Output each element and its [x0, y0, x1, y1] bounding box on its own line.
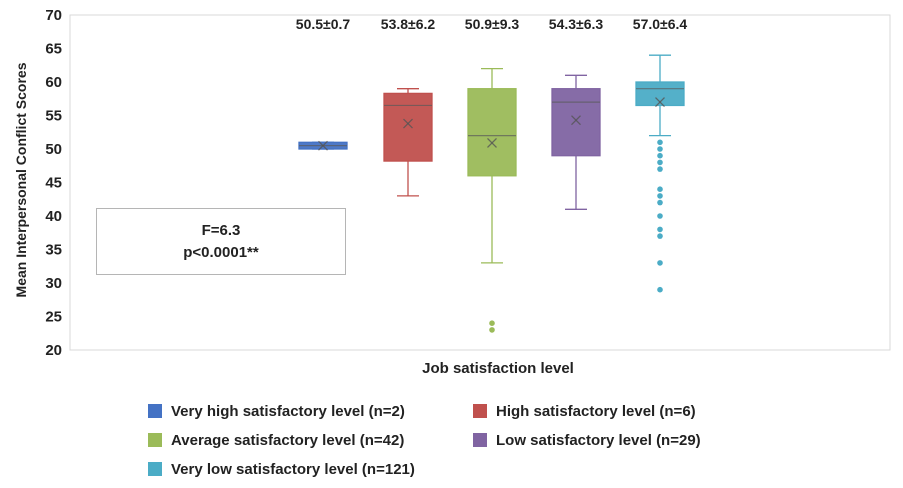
outlier-point	[657, 139, 663, 146]
outlier-point	[657, 186, 663, 192]
x-axis-label: Job satisfaction level	[422, 360, 574, 377]
mean-marker	[403, 118, 413, 129]
plot-area	[69, 14, 891, 351]
y-tick-label: 40	[45, 208, 62, 225]
legend-item: High satisfactory level (n=6)	[473, 402, 773, 420]
outlier-point	[657, 260, 663, 266]
legend-item: Low satisfactory level (n=29)	[473, 431, 773, 449]
legend-item: Very low satisfactory level (n=121)	[148, 460, 473, 478]
y-tick-label: 60	[45, 74, 62, 91]
outlier-point	[657, 146, 663, 152]
outlier-point	[657, 193, 663, 199]
legend-swatch	[148, 404, 162, 418]
y-axis-label: Mean Interpersonal Conflict Scores	[13, 62, 29, 297]
outlier-point	[489, 327, 495, 333]
legend: Very high satisfactory level (n=2) High s…	[148, 402, 788, 478]
outlier-point	[657, 286, 663, 293]
mean-marker	[655, 97, 665, 108]
legend-label: Very high satisfactory level (n=2)	[171, 402, 405, 420]
y-tick-label: 25	[45, 309, 62, 326]
mean-marker	[487, 138, 497, 148]
y-tick-label: 30	[45, 275, 62, 292]
stat-label: 53.8±6.2	[381, 16, 436, 32]
y-tick-label: 50	[45, 141, 62, 158]
legend-swatch	[473, 404, 487, 418]
y-tick-label: 45	[45, 175, 62, 192]
y-tick-label: 20	[45, 342, 62, 359]
iqr-box	[551, 88, 601, 157]
stat-label: 57.0±6.4	[633, 16, 688, 32]
legend-label: Average satisfactory level (n=42)	[171, 431, 405, 449]
legend-swatch	[473, 433, 487, 447]
mean-marker	[571, 115, 581, 126]
outlier-point	[657, 213, 663, 219]
outlier-point	[657, 166, 663, 172]
box-group	[467, 67, 517, 333]
box-group	[551, 74, 601, 210]
y-tick-label: 35	[45, 242, 62, 259]
legend-item: Very high satisfactory level (n=2)	[148, 402, 473, 420]
y-axis: 20 25 30 35 40 45 50 55 60 65 70	[45, 7, 62, 359]
stat-label: 50.9±9.3	[465, 16, 520, 32]
box-series	[298, 54, 685, 333]
y-tick-label: 55	[45, 108, 62, 125]
legend-label: Low satisfactory level (n=29)	[496, 431, 701, 449]
iqr-box	[635, 81, 685, 107]
f-statistic-box: F=6.3 p<0.0001**	[96, 208, 346, 275]
legend-label: High satisfactory level (n=6)	[496, 402, 696, 420]
stat-labels: 50.5±0.7 53.8±6.2 50.9±9.3 54.3±6.3 57.0±6.4	[296, 16, 688, 32]
legend-label: Very low satisfactory level (n=121)	[171, 460, 415, 478]
box-group	[298, 140, 348, 151]
plot-border	[69, 14, 891, 351]
box-group	[635, 54, 685, 293]
outlier-point	[657, 152, 663, 159]
legend-swatch	[148, 433, 162, 447]
legend-item: Average satisfactory level (n=42)	[148, 431, 473, 449]
outlier-point	[657, 159, 663, 166]
outlier-point	[489, 320, 495, 327]
y-tick-label: 70	[45, 7, 62, 24]
f-value: F=6.3	[201, 221, 241, 239]
box-group	[383, 88, 433, 197]
y-tick-label: 65	[45, 41, 62, 58]
iqr-box	[467, 88, 517, 177]
stat-label: 54.3±6.3	[549, 16, 604, 32]
outlier-point	[657, 233, 663, 239]
iqr-box	[383, 92, 433, 162]
p-value: p<0.0001**	[183, 243, 259, 261]
outlier-point	[657, 226, 663, 233]
stat-label: 50.5±0.7	[296, 16, 351, 32]
outlier-point	[657, 199, 663, 206]
mean-marker	[318, 140, 328, 151]
legend-swatch	[148, 462, 162, 476]
